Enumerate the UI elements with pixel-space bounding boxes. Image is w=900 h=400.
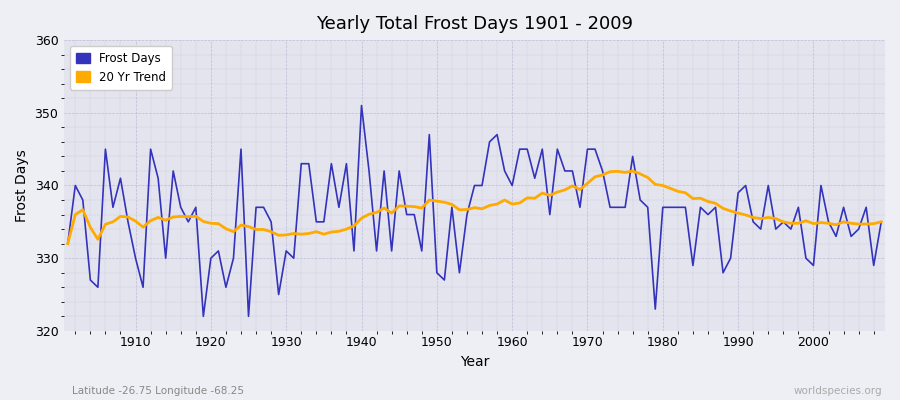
Legend: Frost Days, 20 Yr Trend: Frost Days, 20 Yr Trend <box>70 46 172 90</box>
X-axis label: Year: Year <box>460 355 490 369</box>
Text: worldspecies.org: worldspecies.org <box>794 386 882 396</box>
Text: Latitude -26.75 Longitude -68.25: Latitude -26.75 Longitude -68.25 <box>72 386 244 396</box>
Title: Yearly Total Frost Days 1901 - 2009: Yearly Total Frost Days 1901 - 2009 <box>316 15 633 33</box>
Y-axis label: Frost Days: Frost Days <box>15 149 29 222</box>
